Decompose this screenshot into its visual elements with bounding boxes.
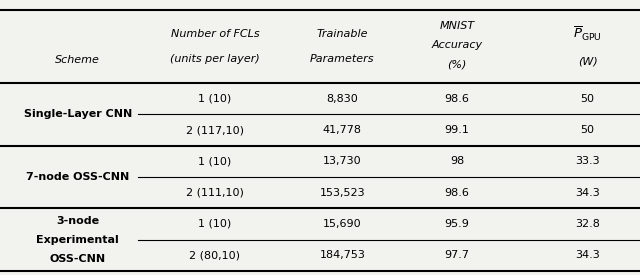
Text: 34.3: 34.3 (575, 188, 600, 198)
Text: (%): (%) (447, 59, 467, 69)
Text: 50: 50 (580, 94, 595, 104)
Text: 98.6: 98.6 (445, 94, 470, 104)
Text: 1 (10): 1 (10) (198, 94, 232, 104)
Text: OSS-CNN: OSS-CNN (50, 254, 106, 264)
Text: 2 (111,10): 2 (111,10) (186, 188, 244, 198)
Text: Trainable: Trainable (317, 29, 368, 39)
Text: 13,730: 13,730 (323, 156, 362, 166)
Text: 184,753: 184,753 (319, 250, 365, 260)
Text: 1 (10): 1 (10) (198, 156, 232, 166)
Text: 15,690: 15,690 (323, 219, 362, 229)
Text: 3-node: 3-node (56, 216, 99, 225)
Text: 34.3: 34.3 (575, 250, 600, 260)
Text: Single-Layer CNN: Single-Layer CNN (24, 109, 132, 119)
Text: MNIST: MNIST (440, 21, 475, 31)
Text: 50: 50 (580, 125, 595, 135)
Text: $\overline{P}_{\mathrm{GPU}}$: $\overline{P}_{\mathrm{GPU}}$ (573, 25, 602, 43)
Text: 99.1: 99.1 (445, 125, 470, 135)
Text: Scheme: Scheme (56, 55, 100, 65)
Text: 2 (117,10): 2 (117,10) (186, 125, 244, 135)
Text: (units per layer): (units per layer) (170, 54, 260, 64)
Text: 41,778: 41,778 (323, 125, 362, 135)
Text: Experimental: Experimental (36, 235, 119, 244)
Text: 8,830: 8,830 (326, 94, 358, 104)
Text: Number of FCLs: Number of FCLs (170, 29, 259, 39)
Text: 32.8: 32.8 (575, 219, 600, 229)
Text: 33.3: 33.3 (575, 156, 600, 166)
Text: 1 (10): 1 (10) (198, 219, 232, 229)
Text: 98: 98 (450, 156, 464, 166)
Text: 95.9: 95.9 (445, 219, 470, 229)
Text: 98.6: 98.6 (445, 188, 470, 198)
Text: 2 (80,10): 2 (80,10) (189, 250, 241, 260)
Text: 97.7: 97.7 (445, 250, 470, 260)
Text: Accuracy: Accuracy (431, 40, 483, 50)
Text: Parameters: Parameters (310, 54, 374, 64)
Text: (W): (W) (578, 56, 598, 66)
Text: 153,523: 153,523 (319, 188, 365, 198)
Text: 7-node OSS-CNN: 7-node OSS-CNN (26, 172, 129, 182)
